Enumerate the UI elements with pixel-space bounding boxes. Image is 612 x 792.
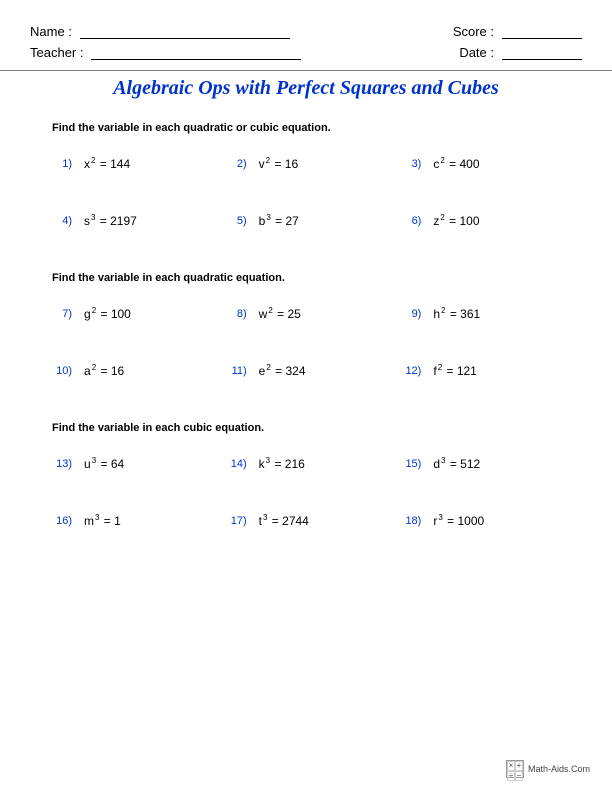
- problem-expression: g2 = 100: [84, 306, 131, 321]
- date-line[interactable]: [502, 46, 582, 60]
- section-instruction: Find the variable in each cubic equation…: [52, 422, 582, 434]
- problem: 16) m3 = 1: [48, 513, 223, 528]
- problem-expression: f2 = 121: [433, 363, 477, 378]
- problem: 13) u3 = 64: [48, 456, 223, 471]
- problems-grid: 1) x2 = 144 2) v2 = 16 3) c2 = 400 4) s3 = 2197…: [30, 156, 582, 228]
- problem-expression: e2 = 324: [259, 363, 306, 378]
- footer-text: Math-Aids.Com: [528, 764, 590, 774]
- problem-row: 10) a2 = 16 11) e2 = 324 12) f2 = 121: [48, 363, 572, 378]
- date-label: Date :: [459, 45, 494, 60]
- problem-expression: t3 = 2744: [259, 513, 309, 528]
- problem: 2) v2 = 16: [223, 156, 398, 171]
- problem-number: 11): [223, 363, 247, 377]
- section-instruction: Find the variable in each quadratic or c…: [52, 122, 582, 134]
- problem: 9) h2 = 361: [397, 306, 572, 321]
- problem: 10) a2 = 16: [48, 363, 223, 378]
- problem-row: 7) g2 = 100 8) w2 = 25 9) h2 = 361: [48, 306, 572, 321]
- problem-expression: r3 = 1000: [433, 513, 484, 528]
- score-field: Score :: [453, 24, 582, 39]
- problem-row: 16) m3 = 1 17) t3 = 2744 18) r3 = 1000: [48, 513, 572, 528]
- score-label: Score :: [453, 24, 494, 39]
- problem-number: 1): [48, 156, 72, 170]
- problem: 1) x2 = 144: [48, 156, 223, 171]
- teacher-field: Teacher :: [30, 45, 301, 60]
- problem: 15) d3 = 512: [397, 456, 572, 471]
- problem: 14) k3 = 216: [223, 456, 398, 471]
- problem-expression: u3 = 64: [84, 456, 124, 471]
- problem: 8) w2 = 25: [223, 306, 398, 321]
- problem-expression: w2 = 25: [259, 306, 301, 321]
- problem-expression: x2 = 144: [84, 156, 130, 171]
- teacher-label: Teacher :: [30, 45, 83, 60]
- problem-number: 15): [397, 456, 421, 470]
- problem-number: 10): [48, 363, 72, 377]
- problem: 5) b3 = 27: [223, 213, 398, 228]
- footer: ×+÷− Math-Aids.Com: [506, 760, 590, 778]
- date-field: Date :: [459, 45, 582, 60]
- footer-logo: ×+÷−: [506, 760, 524, 778]
- problem-row: 1) x2 = 144 2) v2 = 16 3) c2 = 400: [48, 156, 572, 171]
- problem: 4) s3 = 2197: [48, 213, 223, 228]
- problem-number: 12): [397, 363, 421, 377]
- problem-row: 4) s3 = 2197 5) b3 = 27 6) z2 = 100: [48, 213, 572, 228]
- problem: 7) g2 = 100: [48, 306, 223, 321]
- problems-grid: 13) u3 = 64 14) k3 = 216 15) d3 = 512 16) m3 = …: [30, 456, 582, 528]
- page-title: Algebraic Ops with Perfect Squares and C…: [30, 77, 582, 100]
- section-instruction: Find the variable in each quadratic equa…: [52, 272, 582, 284]
- name-field: Name :: [30, 24, 290, 39]
- problem-expression: v2 = 16: [259, 156, 298, 171]
- name-line[interactable]: [80, 25, 290, 39]
- header-row-1: Name : Score :: [30, 24, 582, 39]
- problem-number: 4): [48, 213, 72, 227]
- problem-number: 5): [223, 213, 247, 227]
- problem-expression: d3 = 512: [433, 456, 480, 471]
- problem-number: 8): [223, 306, 247, 320]
- problem: 12) f2 = 121: [397, 363, 572, 378]
- problem-number: 6): [397, 213, 421, 227]
- problem-expression: c2 = 400: [433, 156, 479, 171]
- problem-number: 13): [48, 456, 72, 470]
- problem-expression: h2 = 361: [433, 306, 480, 321]
- problem-expression: k3 = 216: [259, 456, 305, 471]
- problem-expression: a2 = 16: [84, 363, 124, 378]
- problem: 17) t3 = 2744: [223, 513, 398, 528]
- problem: 11) e2 = 324: [223, 363, 398, 378]
- problem: 3) c2 = 400: [397, 156, 572, 171]
- problem-number: 18): [397, 513, 421, 527]
- problem-expression: m3 = 1: [84, 513, 121, 528]
- problem-expression: z2 = 100: [433, 213, 479, 228]
- problem-number: 2): [223, 156, 247, 170]
- problem-number: 7): [48, 306, 72, 320]
- score-line[interactable]: [502, 25, 582, 39]
- problem-number: 9): [397, 306, 421, 320]
- problem-number: 16): [48, 513, 72, 527]
- problem: 18) r3 = 1000: [397, 513, 572, 528]
- problem-row: 13) u3 = 64 14) k3 = 216 15) d3 = 512: [48, 456, 572, 471]
- teacher-line[interactable]: [91, 46, 301, 60]
- problem-number: 3): [397, 156, 421, 170]
- header-row-2: Teacher : Date :: [30, 45, 582, 60]
- name-label: Name :: [30, 24, 72, 39]
- problems-grid: 7)g2 = 1008)w2 = 259)h2 = 36110)a2 = 161…: [30, 306, 582, 378]
- problem-expression: b3 = 27: [259, 213, 299, 228]
- problem-number: 14): [223, 456, 247, 470]
- divider: [0, 70, 612, 71]
- problem: 6) z2 = 100: [397, 213, 572, 228]
- problem-expression: s3 = 2197: [84, 213, 137, 228]
- problem-number: 17): [223, 513, 247, 527]
